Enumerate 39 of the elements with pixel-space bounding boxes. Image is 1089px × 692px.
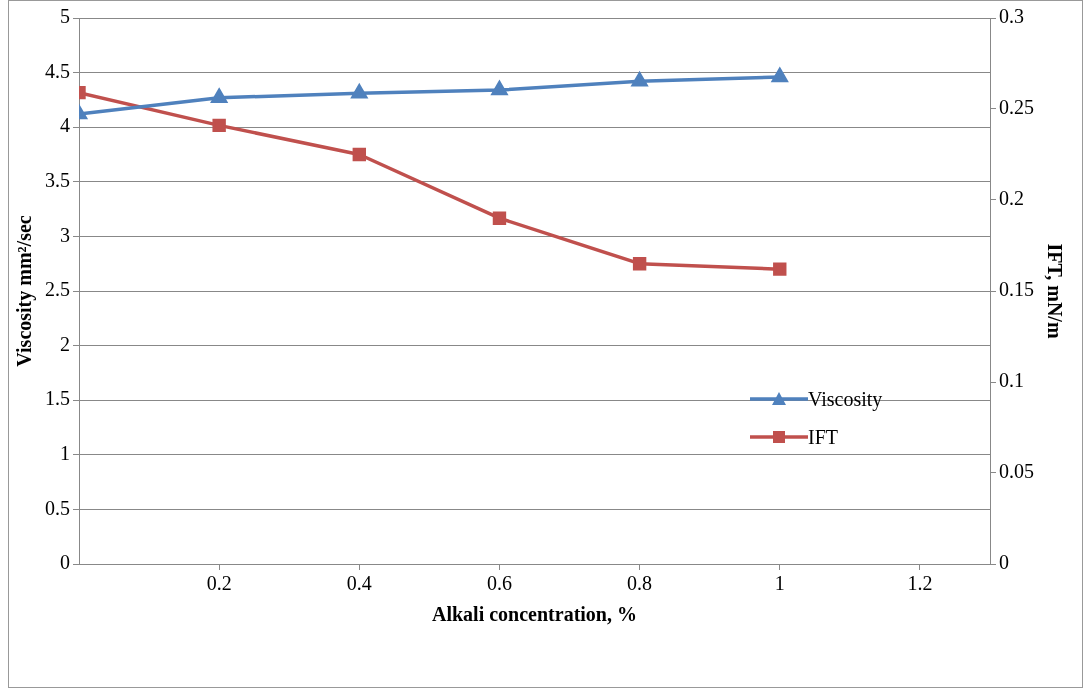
point (492, 211, 507, 225)
legend-label: IFT (808, 425, 838, 449)
y2-tick-label: 0.2 (999, 187, 1024, 210)
point (771, 68, 788, 83)
y-tick-label: 2 (60, 332, 70, 355)
y-tick-label: 1.5 (45, 387, 70, 410)
point (491, 81, 508, 96)
y2-tick-label: 0.1 (999, 369, 1024, 392)
y2-tick-label: 0.25 (999, 96, 1034, 119)
y-tick-label: 2.5 (45, 278, 70, 301)
y-tick-label: 0.5 (45, 496, 70, 519)
y2-axis-title: IFT, mN/m (1043, 243, 1066, 339)
y-tick-label: 3 (60, 223, 70, 246)
y2-tick-label: 0.15 (999, 278, 1034, 301)
point (211, 88, 227, 103)
y-axis-title: Viscosity mm²/sec (13, 215, 37, 367)
point (350, 82, 369, 99)
x-tick-label: 0.6 (486, 572, 512, 595)
y-tick-label: 5 (60, 5, 70, 28)
x-tick-label: 0.2 (206, 572, 232, 595)
y-tick-label: 1 (60, 442, 70, 465)
x-tick-label: 0.8 (627, 572, 653, 595)
point (773, 262, 787, 276)
point (352, 147, 367, 162)
x-tick-label: 0.4 (346, 572, 372, 595)
point (630, 70, 649, 87)
y2-tick-label: 0.3 (999, 5, 1024, 28)
point (632, 257, 647, 271)
y-tick-label: 0 (60, 551, 70, 574)
y2-tick-label: 0.05 (999, 460, 1034, 483)
x-tick-label: 1 (774, 572, 785, 595)
legend-label: Viscosity (808, 387, 883, 411)
x-axis-title: Alkali concentration, % (432, 603, 637, 626)
y-tick-label: 3.5 (45, 169, 70, 192)
y-tick-label: 4.5 (45, 59, 70, 82)
point (212, 118, 226, 133)
x-tick-label: 1.2 (907, 572, 933, 595)
y2-tick-label: 0 (999, 551, 1009, 574)
y-tick-label: 4 (60, 114, 70, 137)
